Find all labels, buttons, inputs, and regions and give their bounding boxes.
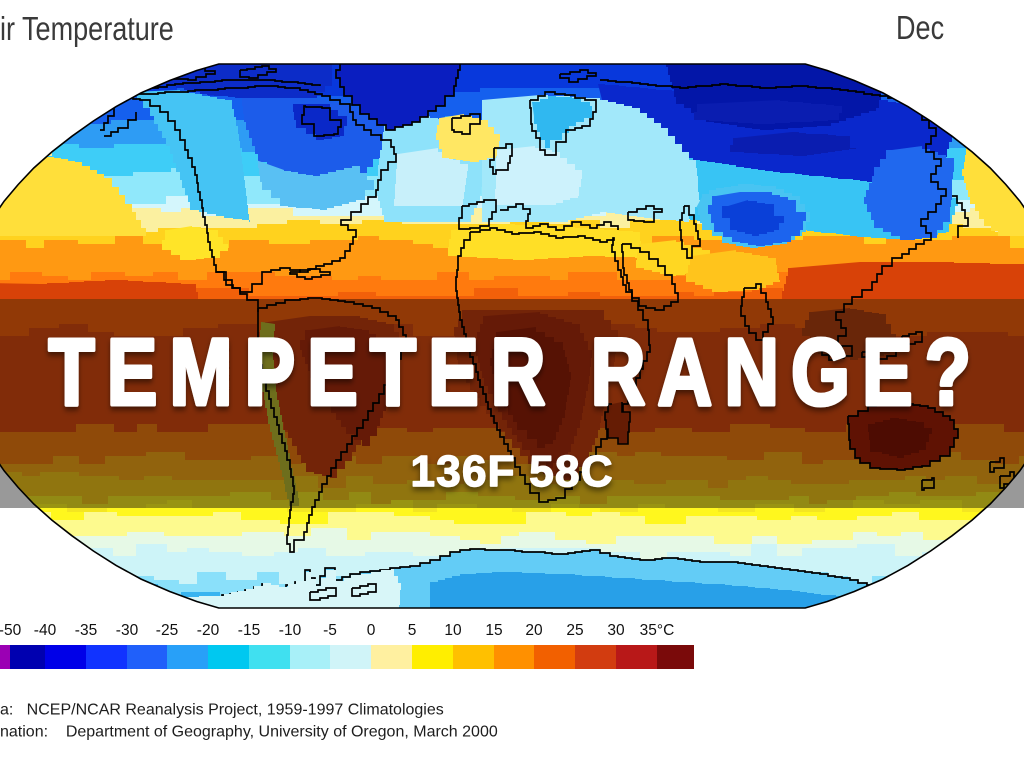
- svg-text:30: 30: [607, 622, 625, 639]
- svg-text:ir Temperature: ir Temperature: [0, 12, 174, 48]
- svg-text:-35: -35: [75, 622, 97, 639]
- svg-text:25: 25: [566, 622, 583, 639]
- svg-text:-50: -50: [0, 622, 22, 639]
- svg-text:-40: -40: [34, 622, 57, 639]
- svg-text:-25: -25: [156, 622, 178, 639]
- svg-text:5: 5: [408, 622, 417, 639]
- svg-text:-10: -10: [279, 622, 302, 639]
- svg-text:-20: -20: [197, 622, 220, 639]
- svg-text:15: 15: [485, 622, 502, 639]
- svg-text:nation: Department of Geogr: nation: Department of Geography, Univers…: [0, 724, 498, 741]
- svg-text:10: 10: [444, 622, 462, 639]
- svg-text:Dec: Dec: [896, 11, 944, 47]
- svg-text:a: NCEP/NCAR Reanalysis Proj: a: NCEP/NCAR Reanalysis Project, 1959-19…: [0, 702, 444, 719]
- svg-text:-30: -30: [116, 622, 139, 639]
- svg-text:TEMPETER RANGE?: TEMPETER RANGE?: [49, 321, 971, 426]
- svg-text:136F 58C: 136F 58C: [411, 447, 613, 496]
- svg-text:-15: -15: [238, 622, 260, 639]
- svg-text:35°C: 35°C: [640, 622, 675, 639]
- svg-text:-5: -5: [323, 622, 337, 639]
- svg-text:0: 0: [367, 622, 376, 639]
- svg-text:20: 20: [525, 622, 543, 639]
